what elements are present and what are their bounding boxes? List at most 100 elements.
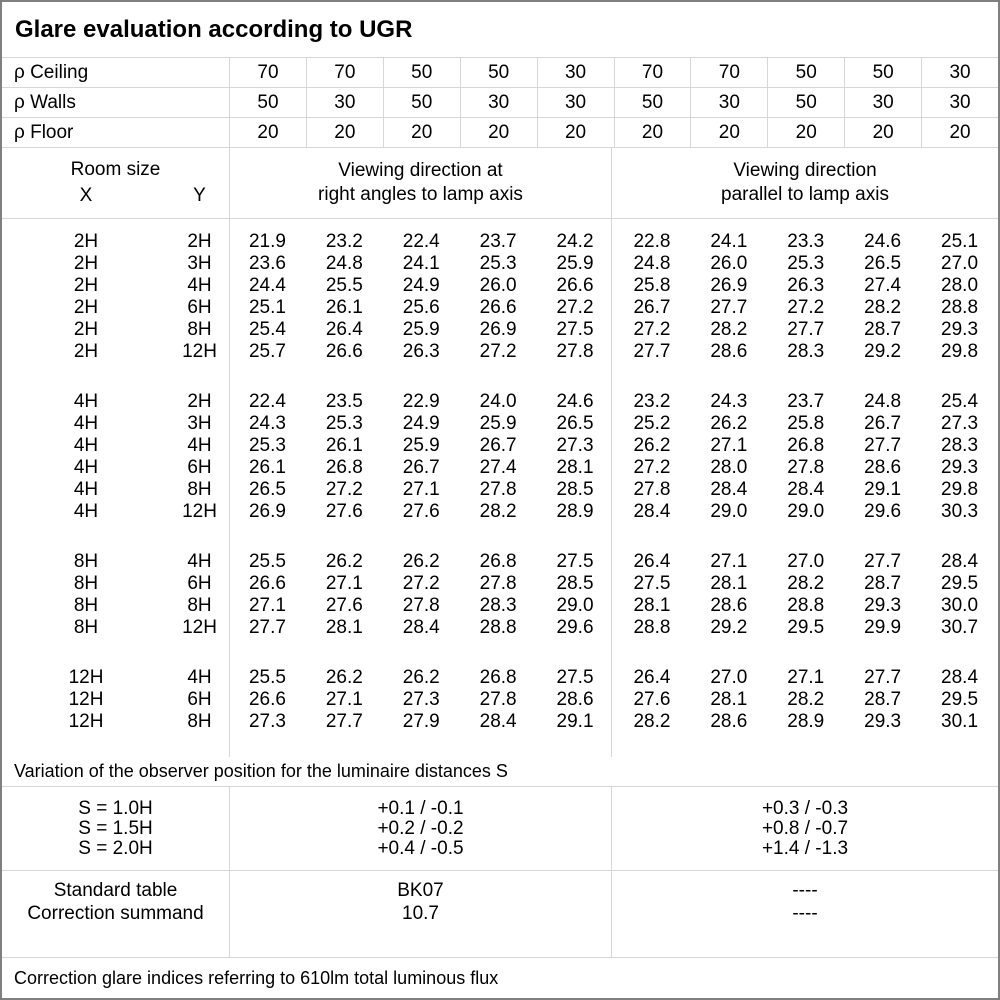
table-row: 12H 4H 25.5 26.2 26.2 26.8 27.5 26.4 27.0 27.1 27.… [2,667,998,689]
reflectance-value: 50 [844,58,921,87]
reflectance-value: 30 [690,88,767,117]
ugr-value: 26.3 [787,275,825,296]
table-row: 4H 12H 26.9 27.6 27.6 28.2 28.9 28.4 29.0 29.0 29.… [2,501,998,523]
ugr-value: 25.8 [787,413,825,434]
ugr-value: 26.0 [479,275,517,296]
reflectance-value: 20 [844,118,921,147]
ugr-value: 29.0 [556,595,594,616]
room-size-x: 12H [68,689,104,710]
ugr-value: 26.2 [402,667,440,688]
ugr-value: 25.5 [248,551,286,572]
ugr-value: 25.3 [248,435,286,456]
table-row: 8H 6H 26.6 27.1 27.2 27.8 28.5 27.5 28.1 28.2 28.7… [2,573,998,595]
ugr-value: 26.9 [710,275,748,296]
ugr-value: 27.0 [710,667,748,688]
ugr-value: 27.1 [710,435,748,456]
reflectance-value: 20 [613,118,691,147]
room-size-axes: X Y [2,185,229,207]
ugr-value: 24.0 [479,391,517,412]
ugr-value: 27.8 [479,573,517,594]
divider-labels-data [229,219,230,757]
ugr-value: 26.5 [864,253,902,274]
ugr-block: 4H 2H 22.4 23.5 22.9 24.0 24.6 23.2 24.3 23.7 24.8… [2,391,998,523]
ugr-value: 27.4 [864,275,902,296]
room-size-y: 8H [187,595,212,616]
ugr-value: 25.1 [248,297,286,318]
ugr-value: 28.2 [479,501,517,522]
room-size-y: 6H [187,573,212,594]
ugr-value: 28.4 [402,617,440,638]
ugr-value: 27.8 [479,689,517,710]
table-row: 4H 2H 22.4 23.5 22.9 24.0 24.6 23.2 24.3 23.7 24.8… [2,391,998,413]
ugr-value: 28.8 [941,297,979,318]
ugr-value: 25.9 [402,319,440,340]
ugr-value: 27.8 [479,479,517,500]
ugr-value: 30.1 [941,711,979,732]
table-row: 8H 4H 25.5 26.2 26.2 26.8 27.5 26.4 27.1 27.0 27.7… [2,551,998,573]
ugr-value: 28.3 [479,595,517,616]
ugr-value: 24.1 [710,231,748,252]
ugr-value: 27.6 [325,501,363,522]
ugr-value: 27.7 [864,667,902,688]
ugr-value: 25.9 [402,435,440,456]
ugr-value: 28.3 [941,435,979,456]
ugr-value: 25.5 [248,667,286,688]
room-size-y: 6H [187,297,212,318]
room-size-y: 8H [187,319,212,340]
ugr-value: 26.1 [325,297,363,318]
ugr-value: 25.1 [941,231,979,252]
reflectance-value: 20 [921,118,998,147]
ugr-value: 28.6 [710,595,748,616]
room-size-y: 4H [187,275,212,296]
ugr-value: 29.0 [710,501,748,522]
ugr-value: 26.3 [402,341,440,362]
ugr-value: 27.1 [325,689,363,710]
ugr-value: 27.8 [633,479,671,500]
ugr-value: 26.9 [248,501,286,522]
s-label: S = 1.0H [78,797,153,819]
table-row: 8H 12H 27.7 28.1 28.4 28.8 29.6 28.8 29.2 29.5 29.… [2,617,998,639]
ugr-value: 27.7 [864,551,902,572]
reflectance-value: 30 [536,58,614,87]
room-size-y: 4H [187,551,212,572]
reflectance-value: 20 [229,118,306,147]
reflectance-value: 30 [305,88,383,117]
ugr-value: 28.6 [864,457,902,478]
ugr-value: 28.5 [556,479,594,500]
s-value: +0.4 / -0.5 [377,837,464,859]
ugr-value: 27.2 [787,297,825,318]
reflectance-value: 20 [767,118,844,147]
room-size-x: 2H [73,253,99,274]
ugr-value: 28.0 [710,457,748,478]
ugr-value: 28.7 [864,573,902,594]
s-label: S = 1.5H [78,817,153,839]
reflectance-value: 50 [382,58,460,87]
ugr-block: 2H 2H 21.9 23.2 22.4 23.7 24.2 22.8 24.1 23.3 24.6… [2,231,998,363]
ugr-value: 29.3 [864,711,902,732]
summary-labels: Standard table Correction summand [2,871,229,957]
ugr-value: 27.0 [787,551,825,572]
ugr-value: 26.5 [248,479,286,500]
ugr-value: 27.8 [787,457,825,478]
ugr-value: 24.3 [248,413,286,434]
ugr-value: 28.1 [710,573,748,594]
ugr-value: 26.0 [710,253,748,274]
ugr-value: 24.8 [633,253,671,274]
ugr-value: 27.7 [325,711,363,732]
room-size-x: 2H [73,319,99,340]
ugr-value: 27.1 [325,573,363,594]
s-variation-block: S = 1.0H S = 1.5H S = 2.0H +0.1 / -0.1 +… [2,787,998,871]
ugr-value: 25.6 [402,297,440,318]
ugr-value: 26.6 [325,341,363,362]
reflectance-value: 50 [229,88,306,117]
reflectance-value: 70 [613,58,691,87]
section-header-right-angles: Viewing direction at right angles to lam… [229,148,611,218]
ugr-value: 24.4 [248,275,286,296]
ugr-value: 27.1 [787,667,825,688]
ugr-value: 25.3 [479,253,517,274]
ugr-value: 26.6 [479,297,517,318]
reflectance-value: 20 [382,118,460,147]
ugr-data-rows: 2H 2H 21.9 23.2 22.4 23.7 24.2 22.8 24.1 23.3 24.6… [2,231,998,733]
ugr-value: 27.4 [479,457,517,478]
